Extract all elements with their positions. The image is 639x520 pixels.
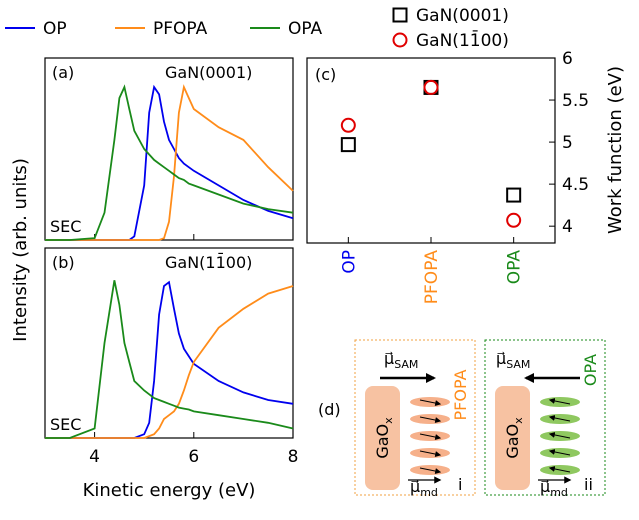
panel-index: ii — [584, 475, 593, 494]
line-series — [45, 84, 294, 241]
oxide-label: GaOx — [373, 417, 395, 459]
mu-md: μ⃗md — [410, 477, 438, 499]
line-series — [45, 285, 294, 439]
annotation: SEC — [50, 217, 81, 236]
dipoles — [419, 399, 442, 475]
x-tick-label: 8 — [288, 447, 299, 467]
marker — [423, 79, 439, 95]
panel-label: (d) — [318, 400, 341, 419]
y-tick-label: 5 — [562, 133, 573, 153]
marker — [506, 212, 522, 228]
mu-sam: μ⃗SAM — [384, 349, 418, 371]
legend-label: OPA — [288, 19, 323, 39]
panel-label: (c) — [315, 65, 336, 84]
x-tick-label: 4 — [89, 447, 100, 467]
dipoles — [548, 397, 571, 473]
mu-sam: μ⃗SAM — [496, 349, 530, 371]
panel-label: (b) — [52, 253, 75, 272]
oxide-label: GaOx — [503, 417, 525, 459]
x-tick-label: PFOPA — [422, 250, 442, 305]
marker — [506, 187, 522, 203]
marker — [340, 117, 356, 133]
legend-label: GaN(11̄00) — [416, 29, 509, 51]
line-series — [45, 280, 294, 439]
line-series — [45, 84, 294, 241]
annotation: GaN(11̄00) — [165, 253, 252, 272]
panel-index: i — [458, 475, 462, 494]
marker — [392, 7, 408, 23]
diagram-panel: μ⃗SAM GaOx μ⃗md PFOPA i — [354, 339, 476, 499]
oxide — [365, 386, 400, 490]
y-tick-label: 6 — [562, 49, 573, 69]
y-tick-label: 5.5 — [562, 91, 589, 111]
y-tick-label: 4 — [562, 217, 573, 237]
box — [354, 339, 476, 496]
plot-frame — [44, 247, 294, 439]
y-tick-label: 4.5 — [562, 175, 589, 195]
diagram-panel: μ⃗SAM GaOx μ⃗md OPA ii — [484, 339, 606, 499]
y-axis-label: Intensity (arb. units) — [10, 158, 31, 342]
x-tick-label: OP — [339, 250, 359, 274]
panel-label: (a) — [52, 63, 74, 82]
molecule-label: OPA — [581, 354, 600, 386]
x-tick-label: OPA — [505, 250, 525, 285]
mu-md: μ⃗md — [540, 477, 568, 499]
oxide — [495, 386, 530, 490]
plot-frame — [44, 57, 294, 241]
molecule-label: PFOPA — [451, 369, 470, 420]
y-axis-label: Work function (eV) — [605, 66, 626, 234]
legend-label: OP — [43, 19, 67, 39]
x-axis-label: Kinetic energy (eV) — [83, 480, 256, 501]
annotation: GaN(0001) — [165, 63, 252, 82]
marker — [340, 137, 356, 153]
annotation: SEC — [50, 415, 81, 434]
x-tick-label: 6 — [188, 447, 199, 467]
legend-label: GaN(0001) — [416, 6, 509, 26]
box — [484, 339, 606, 496]
legend-label: PFOPA — [153, 19, 208, 39]
marker — [392, 32, 408, 48]
